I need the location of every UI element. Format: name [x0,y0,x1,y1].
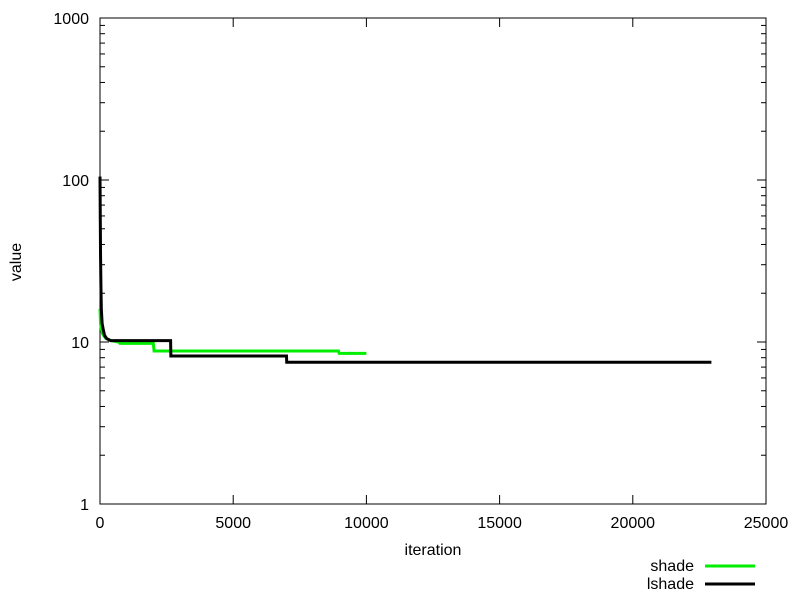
y-tick-label: 1 [80,497,89,514]
x-axis-ticks: 0 5000 10000 15000 20000 25000 [96,18,789,532]
legend-label-lshade: lshade [647,576,694,593]
series-lines [98,176,712,364]
x-tick-label: 15000 [477,515,522,532]
plot-frame [99,17,767,505]
x-tick-label: 5000 [215,515,251,532]
x-axis-label: iteration [405,542,462,559]
plot-border [99,17,767,505]
x-tick-label: 0 [96,515,105,532]
y-axis-ticks: 1 10 100 1000 [53,11,766,514]
series-line-shade [98,308,367,355]
series-line-lshade [98,176,712,364]
y-axis-label: value [8,243,25,281]
legend-label-shade: shade [650,558,694,575]
y-tick-label: 10 [71,335,89,352]
x-tick-label: 25000 [744,515,789,532]
y-tick-label: 100 [62,173,89,190]
x-tick-label: 10000 [344,515,389,532]
y-tick-label: 1000 [53,11,89,28]
x-tick-label: 20000 [611,515,656,532]
